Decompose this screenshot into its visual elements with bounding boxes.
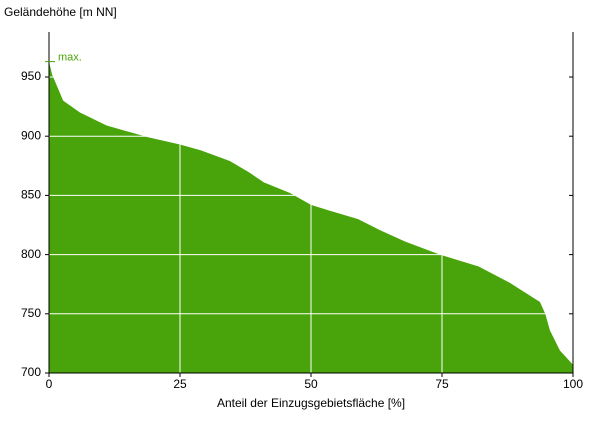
y-axis-label: Geländehöhe [m NN] <box>4 5 117 19</box>
y-tick-label: 700 <box>21 365 41 379</box>
y-tick-label: 850 <box>21 188 41 202</box>
x-tick-label: 0 <box>46 377 53 391</box>
x-tick-label: 50 <box>304 377 318 391</box>
x-tick-label: 100 <box>563 377 583 391</box>
annotation: max. <box>58 52 82 64</box>
y-tick-label: 750 <box>21 306 41 320</box>
x-tick-label: 75 <box>435 377 449 391</box>
x-axis-label: Anteil der Einzugsgebietsfläche [%] <box>217 396 405 410</box>
x-tick-label: 25 <box>173 377 187 391</box>
y-tick-label: 950 <box>21 69 41 83</box>
y-tick-label: 900 <box>21 128 41 142</box>
y-tick-label: 800 <box>21 247 41 261</box>
